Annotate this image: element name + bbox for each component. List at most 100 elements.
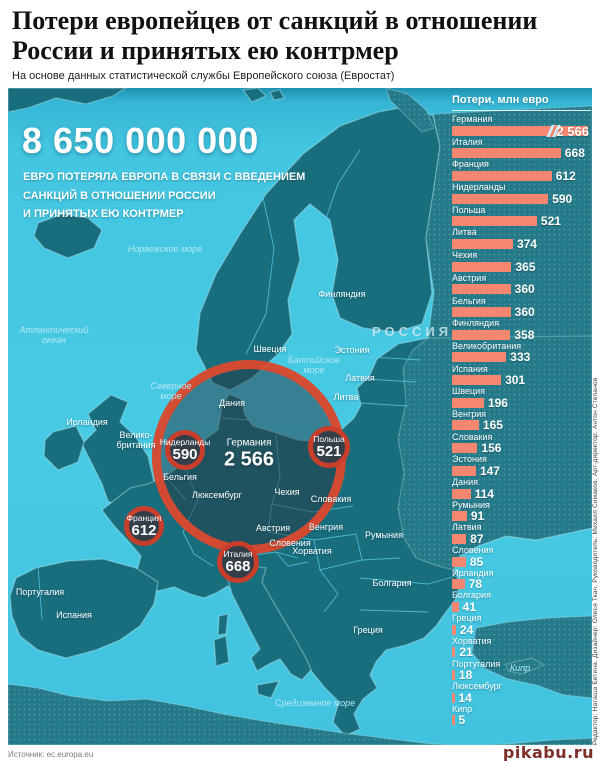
loss-value: 78 — [468, 577, 483, 592]
loss-bar — [452, 624, 456, 635]
country-label: Испания — [56, 610, 92, 620]
total-loss-caption-line: ЕВРО ПОТЕРЯЛА ЕВРОПА В СВЯЗИ С ВВЕДЕНИЕМ — [23, 171, 306, 183]
loss-entry-country: Португалия — [452, 658, 501, 669]
loss-entry-country: Словения — [452, 545, 494, 556]
loss-value: 365 — [515, 259, 536, 274]
loss-entry-country: Латвия — [452, 522, 482, 533]
land-italy — [227, 565, 312, 681]
loss-entry: Франция 612 — [452, 159, 591, 182]
country-value-bubble: Италия 668 — [217, 541, 259, 583]
land-cyprus — [505, 657, 546, 675]
land-scandinavia — [195, 105, 441, 391]
loss-value: 5 — [458, 713, 466, 728]
loss-entry-country: Испания — [452, 363, 488, 374]
loss-bar — [452, 216, 537, 227]
country-value-bubble: Франция 612 — [124, 506, 164, 546]
loss-entry: Великобритания 333 — [452, 341, 591, 364]
loss-entry-country: Великобритания — [452, 340, 522, 351]
loss-entry-bar-row: 78 — [452, 577, 591, 592]
bubble-country-value: 612 — [131, 521, 157, 539]
country-label: Дания — [219, 398, 245, 408]
loss-entry-bar-row: 85 — [452, 556, 591, 568]
loss-bar — [452, 352, 507, 363]
country-label: Румыния — [365, 530, 403, 540]
land-ireland — [43, 425, 85, 471]
loss-entry: Словения 85 — [452, 545, 591, 568]
country-label: Велико- британия — [116, 430, 156, 450]
loss-entry-country: Франция — [452, 159, 489, 170]
loss-entry-bar-row: 668 — [452, 147, 591, 159]
loss-entry: Португалия 18 — [452, 659, 591, 682]
loss-entry: Финляндия 358 — [452, 318, 591, 341]
title-line-2: России и принятых ею контрмер — [12, 36, 399, 65]
land-sicily — [256, 680, 281, 699]
land-svalbard-2 — [268, 89, 286, 101]
loss-entry-country: Нидерланды — [452, 182, 506, 193]
country-value-bubble: Нидерланды 590 — [160, 430, 210, 470]
total-loss-caption-line: САНКЦИЙ В ОТНОШЕНИИ РОССИИ — [23, 189, 216, 202]
loss-entry-country: Бельгия — [452, 295, 486, 306]
loss-entry-country: Австрия — [452, 272, 487, 283]
loss-entry: Германия 2 566 — [452, 114, 591, 139]
loss-value: 41 — [462, 599, 477, 614]
bubble-country-value: 668 — [225, 557, 251, 575]
loss-value: 590 — [552, 191, 573, 206]
land-turkey — [471, 615, 592, 699]
loss-entry-bar-row: 114 — [452, 488, 591, 500]
loss-value: 14 — [458, 690, 472, 705]
infographic-header: Потери европейцев от санкций в отношении… — [12, 6, 592, 82]
country-label: Ирландия — [66, 417, 108, 427]
loss-bar — [452, 148, 561, 159]
loss-value: 87 — [470, 531, 484, 546]
loss-entry: Словакия 156 — [452, 432, 591, 455]
bubble-country-name: Германия — [226, 437, 272, 449]
sea-label: Норвежское море — [127, 244, 203, 254]
loss-bar — [452, 647, 456, 658]
loss-entry: Австрия 360 — [452, 273, 591, 296]
loss-bar — [452, 375, 502, 386]
loss-entry: Болгария 41 — [452, 590, 591, 613]
loss-entry: Дания 114 — [452, 477, 591, 500]
sea-label: Кипр — [509, 663, 531, 673]
bubble-country-name: Франция — [126, 512, 162, 523]
loss-value: 91 — [470, 509, 485, 524]
sea-label: Атлантический океан — [19, 325, 89, 345]
land-greenland — [8, 88, 128, 113]
loss-bar — [452, 125, 588, 136]
panel-header: Потери, млн евро — [452, 94, 591, 111]
loss-value: 2 566 — [556, 123, 589, 139]
loss-bar — [452, 601, 459, 612]
loss-value: 21 — [459, 645, 473, 660]
total-loss-number: 8 650 000 000 — [22, 120, 259, 161]
loss-entry: Греция 24 — [452, 613, 591, 636]
loss-entry-country: Болгария — [452, 590, 491, 601]
loss-entry-bar-row: 41 — [452, 599, 591, 614]
country-label: Швеция — [253, 344, 287, 354]
total-loss-caption: ЕВРО ПОТЕРЯЛА ЕВРОПА В СВЯЗИ С ВВЕДЕНИЕМ… — [23, 168, 305, 224]
loss-entry-country: Италия — [452, 136, 483, 147]
loss-bar — [452, 238, 513, 249]
loss-bar — [452, 307, 511, 317]
loss-entry-bar-row: 147 — [452, 465, 591, 477]
loss-bar — [452, 533, 467, 544]
country-label: Хорватия — [292, 546, 332, 556]
loss-entry: Люксембург 14 — [452, 681, 591, 704]
loss-value: 301 — [505, 373, 526, 388]
loss-entry: Швеция 196 — [452, 386, 591, 409]
loss-bar — [452, 556, 466, 567]
loss-entry-bar-row: 360 — [452, 306, 591, 318]
sea-label: Средиземное море — [274, 698, 356, 708]
loss-entry: Латвия 87 — [452, 522, 591, 545]
loss-entry: Нидерланды 590 — [452, 182, 591, 205]
bubble-country-value: 590 — [172, 445, 198, 463]
loss-value: 521 — [540, 214, 561, 229]
bubble-country-name: Нидерланды — [159, 436, 211, 447]
loss-entry-bar-row: 612 — [452, 170, 591, 182]
loss-entry-country: Хорватия — [452, 635, 492, 646]
loss-bar — [452, 488, 471, 499]
title-line-1: Потери европейцев от санкций в отношении — [12, 6, 538, 35]
loss-entry-country: Литва — [452, 227, 477, 238]
loss-bar — [452, 420, 479, 431]
loss-entry-country: Румыния — [452, 499, 490, 510]
loss-entry-bar-row: 87 — [452, 531, 591, 546]
